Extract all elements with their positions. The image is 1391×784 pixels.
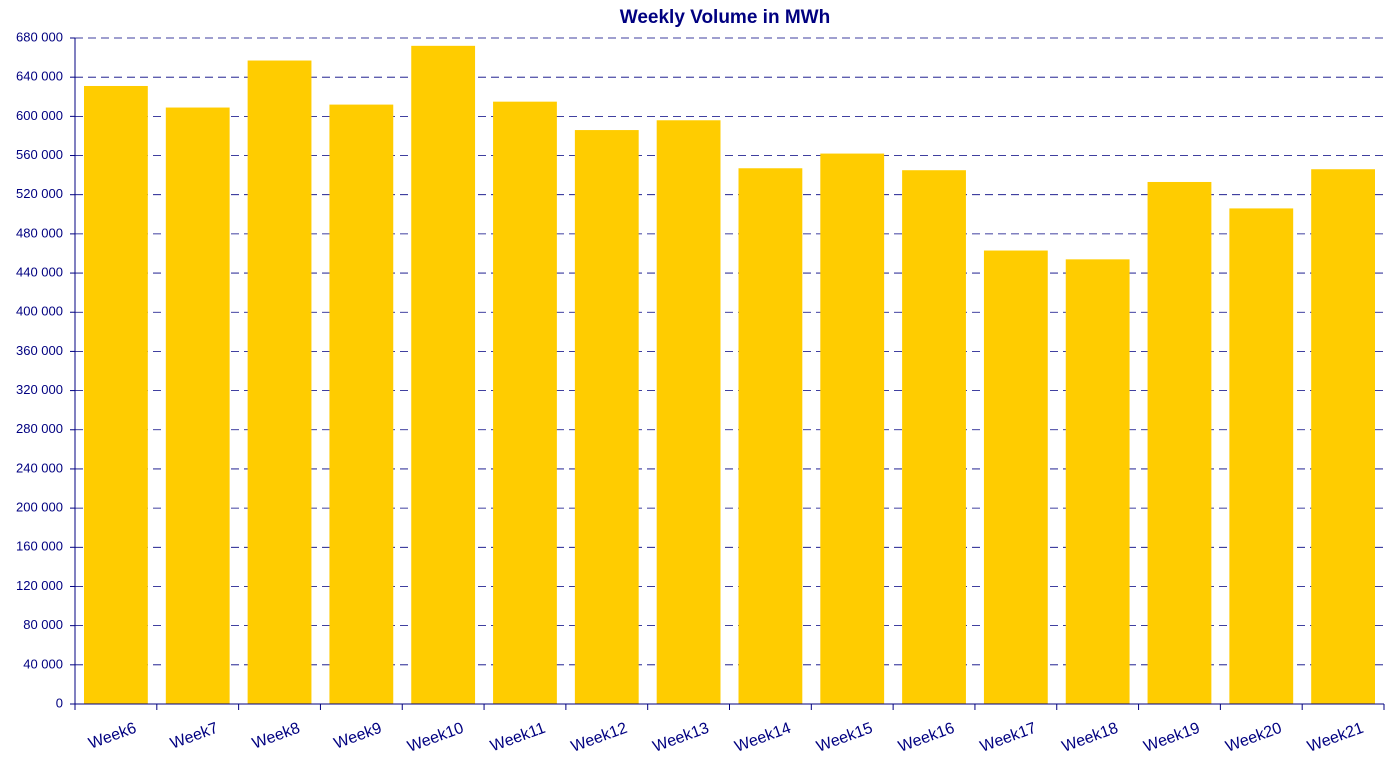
x-tick-label: Week7 bbox=[168, 720, 220, 753]
y-tick-label: 200 000 bbox=[16, 500, 63, 515]
bar bbox=[329, 104, 394, 705]
y-tick-label: 640 000 bbox=[16, 69, 63, 84]
bar bbox=[411, 45, 476, 705]
y-tick-label: 240 000 bbox=[16, 460, 63, 475]
y-tick-label: 320 000 bbox=[16, 382, 63, 397]
x-tick-label: Week15 bbox=[814, 720, 875, 756]
x-tick-label: Week16 bbox=[896, 720, 957, 756]
y-tick-label: 520 000 bbox=[16, 186, 63, 201]
bar bbox=[1311, 169, 1376, 704]
y-tick-label: 280 000 bbox=[16, 421, 63, 436]
y-tick-label: 400 000 bbox=[16, 304, 63, 319]
x-tick-label: Week11 bbox=[488, 720, 548, 756]
x-tick-label: Week14 bbox=[733, 720, 794, 756]
y-tick-label: 80 000 bbox=[23, 617, 63, 632]
bar bbox=[1065, 259, 1130, 704]
y-tick-label: 360 000 bbox=[16, 343, 63, 358]
y-tick-label: 480 000 bbox=[16, 225, 63, 240]
bar bbox=[656, 120, 721, 705]
x-tick-label: Week20 bbox=[1223, 720, 1284, 756]
bar bbox=[820, 153, 885, 705]
bar bbox=[902, 170, 966, 704]
x-tick-label: Week9 bbox=[332, 720, 384, 753]
bar bbox=[1229, 208, 1294, 704]
x-tick-label: Week13 bbox=[651, 720, 712, 756]
y-tick-label: 680 000 bbox=[16, 29, 63, 44]
chart-title: Weekly Volume in MWh bbox=[620, 7, 830, 28]
y-tick-label: 0 bbox=[56, 695, 63, 710]
x-tick-label: Week6 bbox=[86, 720, 138, 753]
bar bbox=[165, 107, 230, 705]
x-tick-label: Week21 bbox=[1305, 720, 1366, 756]
bar bbox=[574, 130, 639, 705]
x-tick-label: Week17 bbox=[978, 720, 1039, 756]
y-tick-label: 560 000 bbox=[16, 147, 63, 162]
x-tick-label: Week19 bbox=[1142, 720, 1203, 756]
y-tick-label: 40 000 bbox=[23, 656, 63, 671]
bar bbox=[983, 250, 1048, 704]
bar bbox=[83, 85, 148, 705]
x-tick-label: Week18 bbox=[1060, 720, 1121, 756]
y-tick-label: 120 000 bbox=[16, 578, 63, 593]
x-tick-label: Week10 bbox=[405, 720, 466, 756]
x-tick-label: Week8 bbox=[250, 720, 302, 753]
bar bbox=[1147, 181, 1212, 705]
bar bbox=[738, 168, 803, 704]
y-tick-label: 160 000 bbox=[16, 539, 63, 554]
bar bbox=[247, 60, 312, 704]
x-tick-label: Week12 bbox=[569, 720, 630, 756]
y-tick-label: 600 000 bbox=[16, 108, 63, 123]
bar bbox=[493, 101, 557, 705]
y-tick-label: 440 000 bbox=[16, 264, 63, 279]
